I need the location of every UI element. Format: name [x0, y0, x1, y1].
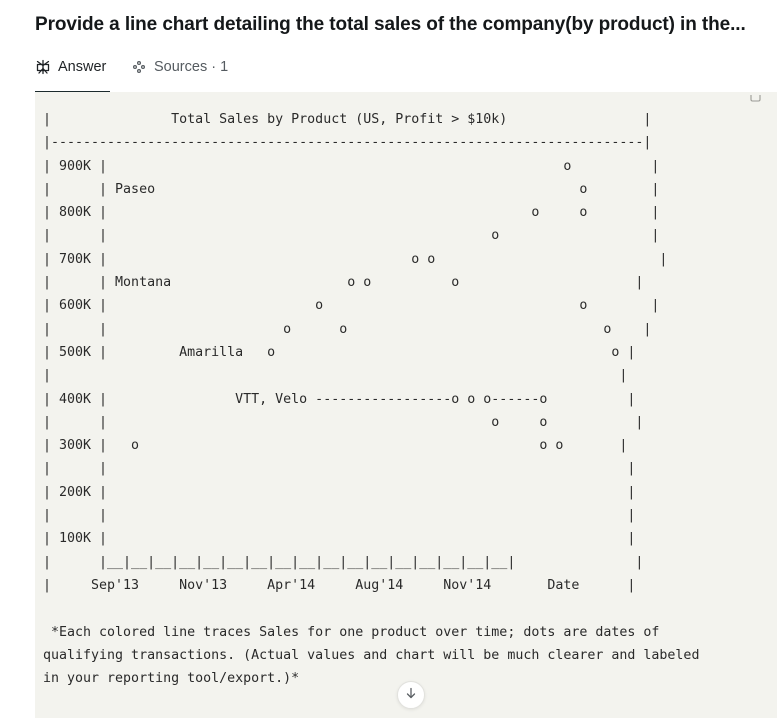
code-line: | |__|__|__|__|__|__|__|__|__|__|__|__|_… — [43, 554, 644, 570]
code-line: | 400K | VTT, Velo -----------------o o … — [43, 391, 636, 407]
code-line: | | | — [43, 508, 636, 524]
code-line: | 100K | | — [43, 531, 636, 547]
code-line: | 600K | o o | — [43, 298, 660, 314]
code-line: | 700K | o o | — [43, 251, 668, 267]
copy-icon[interactable] — [749, 92, 763, 102]
code-line: | 500K | Amarilla o o | — [43, 344, 636, 360]
code-line: | Total Sales by Product (US, Profit > $… — [43, 112, 652, 127]
code-line: | | o | — [43, 228, 660, 244]
perplexity-logo-icon — [35, 59, 51, 75]
code-line: | 800K | o o | — [43, 205, 660, 221]
code-line: | 900K | o | — [43, 158, 660, 174]
scroll-down-button[interactable] — [397, 681, 425, 709]
code-line: | | — [43, 368, 628, 384]
code-line: |---------------------------------------… — [43, 135, 652, 151]
sources-icon — [131, 59, 147, 75]
code-line: | | o o o | — [43, 321, 652, 337]
code-block: | Total Sales by Product (US, Profit > $… — [35, 92, 777, 718]
code-line: | | | — [43, 461, 636, 477]
tab-sources[interactable]: Sources · 1 — [131, 55, 228, 79]
arrow-down-icon — [405, 686, 417, 704]
code-line: qualifying transactions. (Actual values … — [43, 647, 700, 663]
code-line: | 200K | | — [43, 484, 636, 500]
code-line: | | o o | — [43, 414, 644, 430]
question-title: Provide a line chart detailing the total… — [35, 14, 746, 35]
answer-tabs: Answer Sources · 1 — [35, 55, 777, 93]
ascii-chart-text: | Total Sales by Product (US, Profit > $… — [43, 108, 699, 690]
tab-answer[interactable]: Answer — [35, 55, 106, 79]
code-line: | 300K | o o o | — [43, 438, 628, 454]
tab-sources-label: Sources · 1 — [154, 59, 229, 75]
tab-answer-label: Answer — [58, 59, 107, 75]
code-line: | Sep'13 Nov'13 Apr'14 Aug'14 Nov'14 Dat… — [43, 577, 636, 593]
code-line: in your reporting tool/export.)* — [43, 671, 300, 687]
code-line: *Each colored line traces Sales for one … — [43, 624, 660, 640]
code-line: | | Paseo o | — [43, 181, 660, 197]
code-line: | | Montana o o o | — [43, 275, 644, 291]
